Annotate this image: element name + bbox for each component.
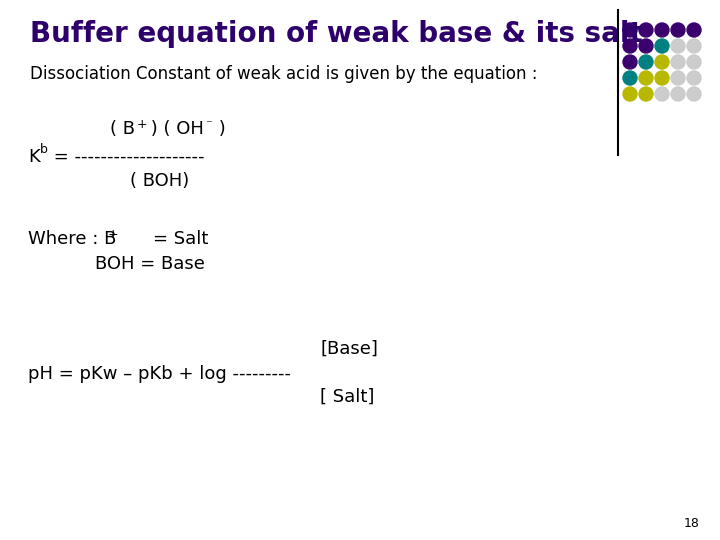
Circle shape (687, 71, 701, 85)
Text: ): ) (213, 120, 226, 138)
Circle shape (655, 23, 669, 37)
Circle shape (671, 23, 685, 37)
Circle shape (671, 87, 685, 101)
Circle shape (687, 23, 701, 37)
Text: BOH = Base: BOH = Base (95, 255, 205, 273)
Text: ( B: ( B (110, 120, 135, 138)
Circle shape (671, 71, 685, 85)
Text: ( BOH): ( BOH) (130, 172, 189, 190)
Circle shape (639, 23, 653, 37)
Circle shape (687, 39, 701, 53)
Circle shape (655, 55, 669, 69)
Circle shape (655, 87, 669, 101)
Text: [ Salt]: [ Salt] (320, 388, 374, 406)
Text: Dissociation Constant of weak acid is given by the equation :: Dissociation Constant of weak acid is gi… (30, 65, 538, 83)
Text: 18: 18 (684, 517, 700, 530)
Circle shape (687, 55, 701, 69)
Circle shape (623, 87, 637, 101)
Text: = --------------------: = -------------------- (48, 148, 204, 166)
Text: ⁻: ⁻ (205, 118, 212, 131)
Circle shape (623, 71, 637, 85)
Text: ) ( OH: ) ( OH (145, 120, 204, 138)
Text: b: b (40, 143, 48, 156)
Circle shape (623, 55, 637, 69)
Circle shape (671, 55, 685, 69)
Circle shape (687, 87, 701, 101)
Circle shape (671, 39, 685, 53)
Circle shape (639, 55, 653, 69)
Circle shape (655, 39, 669, 53)
Text: pH = pKw – pKb + log ---------: pH = pKw – pKb + log --------- (28, 365, 291, 383)
Circle shape (623, 39, 637, 53)
Text: Buffer equation of weak base & its salt: Buffer equation of weak base & its salt (30, 20, 643, 48)
Circle shape (655, 71, 669, 85)
Text: +: + (108, 228, 119, 241)
Text: K: K (28, 148, 40, 166)
Text: +: + (137, 118, 148, 131)
Text: = Salt: = Salt (130, 230, 208, 248)
Text: [Base]: [Base] (320, 340, 378, 358)
Text: Where : B: Where : B (28, 230, 117, 248)
Circle shape (639, 87, 653, 101)
Circle shape (639, 39, 653, 53)
Circle shape (623, 23, 637, 37)
Circle shape (639, 71, 653, 85)
